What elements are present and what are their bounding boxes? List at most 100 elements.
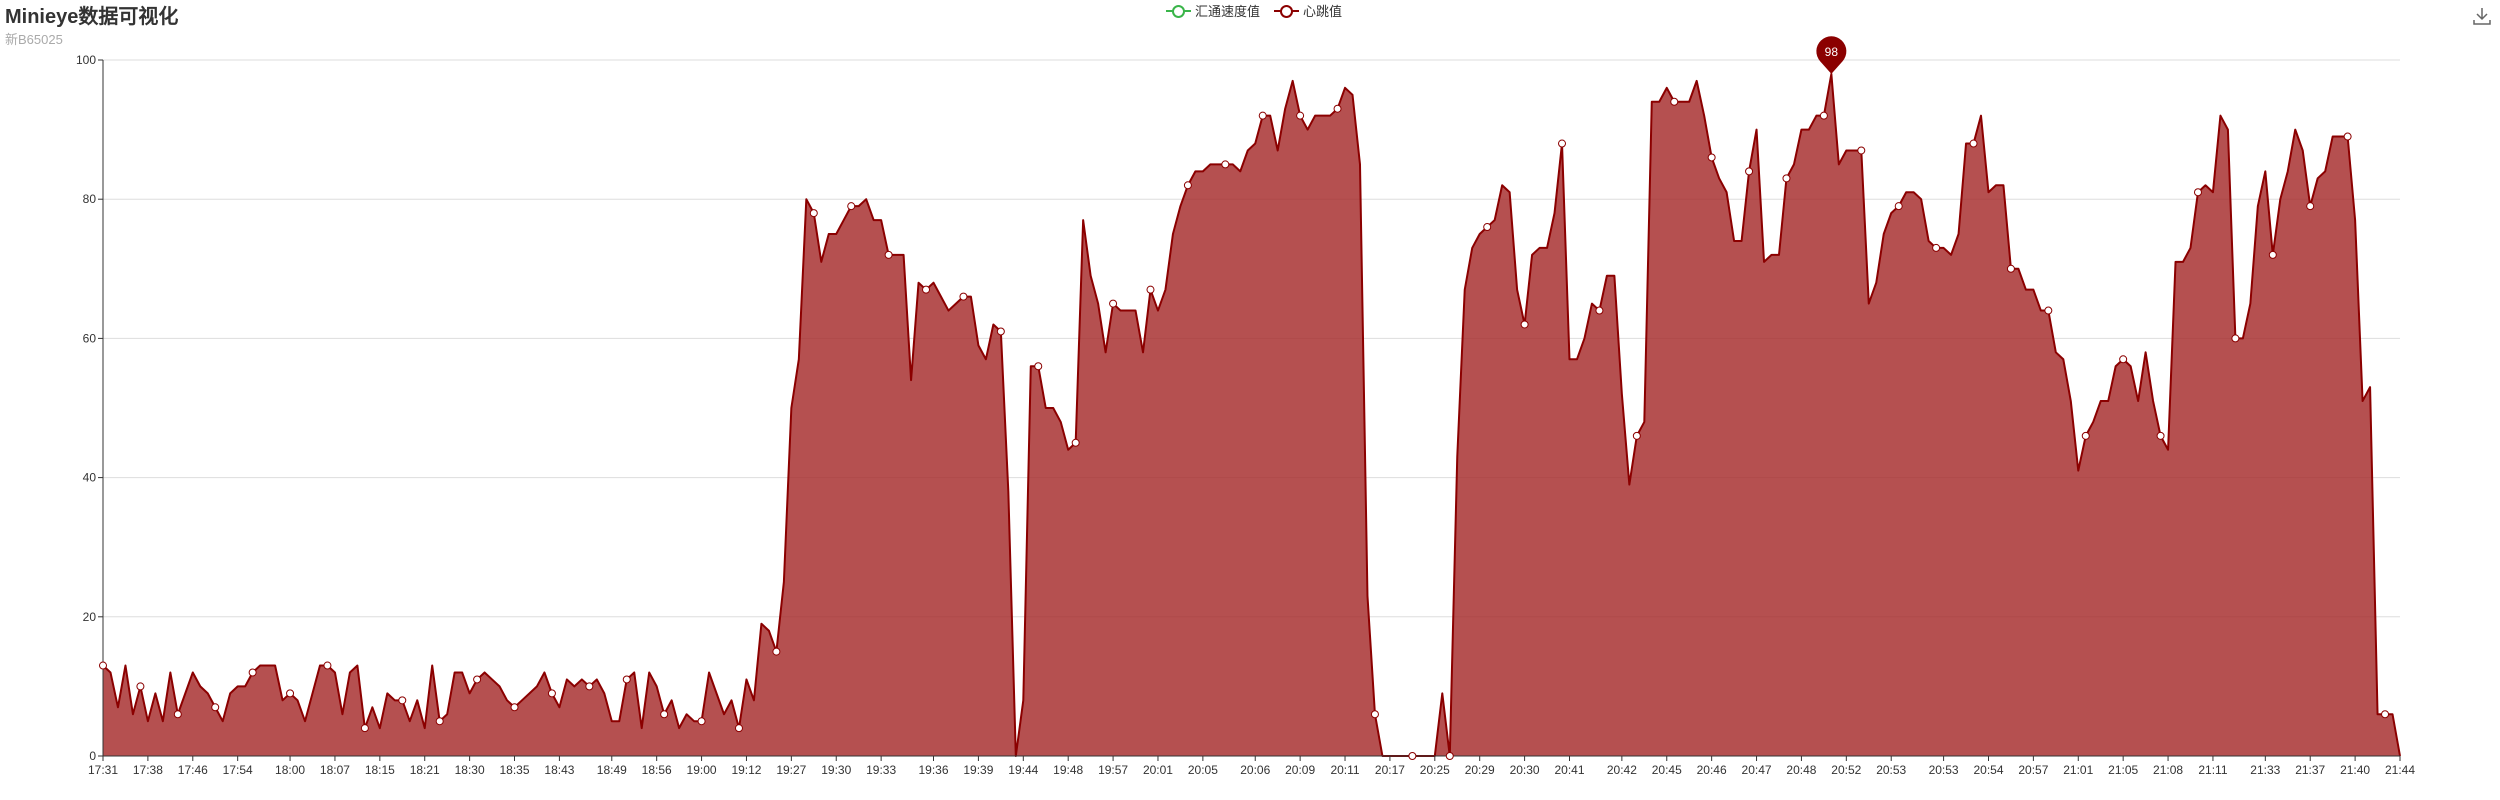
x-tick-label-35: 20:46 xyxy=(1697,763,1727,777)
data-point[interactable] xyxy=(2193,188,2202,197)
data-point[interactable] xyxy=(1034,362,1043,371)
data-point[interactable] xyxy=(1483,223,1492,232)
data-point[interactable] xyxy=(2044,306,2053,315)
x-tick-label-37: 20:48 xyxy=(1786,763,1816,777)
data-point[interactable] xyxy=(1520,320,1529,329)
data-point[interactable] xyxy=(772,647,781,656)
x-tick-label-5: 18:07 xyxy=(320,763,350,777)
data-point[interactable] xyxy=(1071,438,1080,447)
data-point[interactable] xyxy=(510,703,519,712)
y-tick-label-1: 20 xyxy=(83,610,97,624)
x-tick-label-21: 19:48 xyxy=(1053,763,1083,777)
data-point[interactable] xyxy=(996,327,1005,336)
legend-item-series-1[interactable]: 汇通速度值 xyxy=(1166,1,1260,20)
legend: 汇通速度值 心跳值 xyxy=(1166,1,1342,20)
series-2-area xyxy=(103,73,2400,757)
data-point[interactable] xyxy=(622,675,631,684)
data-point[interactable] xyxy=(1707,153,1716,162)
x-tick-label-25: 20:06 xyxy=(1240,763,1270,777)
x-tick-label-30: 20:29 xyxy=(1465,763,1495,777)
data-point[interactable] xyxy=(585,682,594,691)
data-point[interactable] xyxy=(1370,710,1379,719)
data-point[interactable] xyxy=(1857,146,1866,155)
marker-layer: 98 xyxy=(1816,36,1847,74)
x-tick-label-10: 18:43 xyxy=(544,763,574,777)
data-point[interactable] xyxy=(1221,160,1230,169)
data-point[interactable] xyxy=(173,710,182,719)
x-tick-label-14: 19:12 xyxy=(731,763,761,777)
data-point[interactable] xyxy=(1183,181,1192,190)
data-point[interactable] xyxy=(922,285,931,294)
data-point[interactable] xyxy=(1595,306,1604,315)
data-point[interactable] xyxy=(2343,132,2352,141)
x-tick-label-23: 20:01 xyxy=(1143,763,1173,777)
data-point[interactable] xyxy=(547,689,556,698)
data-point[interactable] xyxy=(473,675,482,684)
data-point[interactable] xyxy=(1445,752,1454,760)
data-point[interactable] xyxy=(211,703,220,712)
x-tick-label-16: 19:30 xyxy=(821,763,851,777)
data-point[interactable] xyxy=(360,724,369,733)
data-point[interactable] xyxy=(398,696,407,705)
data-point[interactable] xyxy=(286,689,295,698)
x-tick-label-12: 18:56 xyxy=(642,763,672,777)
data-point[interactable] xyxy=(847,202,856,211)
data-point[interactable] xyxy=(809,209,818,218)
data-point[interactable] xyxy=(2268,250,2277,259)
data-point[interactable] xyxy=(697,717,706,726)
data-point[interactable] xyxy=(1408,752,1417,760)
data-point[interactable] xyxy=(2306,202,2315,211)
data-point[interactable] xyxy=(1109,299,1118,308)
x-tick-label-20: 19:44 xyxy=(1008,763,1038,777)
data-point[interactable] xyxy=(959,292,968,301)
x-tick-label-1: 17:38 xyxy=(133,763,163,777)
data-point[interactable] xyxy=(1296,111,1305,120)
x-tick-label-26: 20:09 xyxy=(1285,763,1315,777)
data-point[interactable] xyxy=(2006,264,2015,273)
data-point[interactable] xyxy=(1745,167,1754,176)
x-tick-label-4: 18:00 xyxy=(275,763,305,777)
y-tick-label-5: 100 xyxy=(76,53,96,67)
data-point[interactable] xyxy=(1819,111,1828,120)
data-point[interactable] xyxy=(248,668,257,677)
x-tick-label-47: 21:33 xyxy=(2250,763,2280,777)
x-tick-label-24: 20:05 xyxy=(1188,763,1218,777)
legend-item-series-2[interactable]: 心跳值 xyxy=(1274,1,1342,20)
data-point[interactable] xyxy=(136,682,145,691)
data-point[interactable] xyxy=(2231,334,2240,343)
data-point[interactable] xyxy=(2081,431,2090,440)
data-point[interactable] xyxy=(734,724,743,733)
y-tick-label-0: 0 xyxy=(89,749,96,763)
data-point[interactable] xyxy=(1932,243,1941,252)
data-point[interactable] xyxy=(2381,710,2390,719)
max-value-marker[interactable] xyxy=(1816,36,1847,74)
save-as-image-button[interactable] xyxy=(2472,6,2492,26)
data-point[interactable] xyxy=(1670,97,1679,106)
legend-swatch-series-2 xyxy=(1274,4,1300,18)
x-tick-label-29: 20:25 xyxy=(1420,763,1450,777)
data-point[interactable] xyxy=(435,717,444,726)
y-tick-label-4: 80 xyxy=(83,192,97,206)
data-point[interactable] xyxy=(884,250,893,259)
data-point[interactable] xyxy=(1969,139,1978,148)
data-point[interactable] xyxy=(323,661,332,670)
x-tick-label-31: 20:30 xyxy=(1510,763,1540,777)
data-point[interactable] xyxy=(1146,285,1155,294)
y-tick-label-2: 40 xyxy=(83,471,97,485)
data-point[interactable] xyxy=(1333,104,1342,113)
x-tick-label-44: 21:05 xyxy=(2108,763,2138,777)
data-point[interactable] xyxy=(1894,202,1903,211)
data-point[interactable] xyxy=(2119,355,2128,364)
data-point[interactable] xyxy=(1258,111,1267,120)
data-point[interactable] xyxy=(1558,139,1567,148)
x-tick-label-43: 21:01 xyxy=(2063,763,2093,777)
data-point[interactable] xyxy=(99,661,107,670)
x-tick-label-27: 20:11 xyxy=(1330,763,1359,777)
data-point[interactable] xyxy=(2156,431,2165,440)
data-point[interactable] xyxy=(1632,431,1641,440)
data-point[interactable] xyxy=(1782,174,1791,183)
x-tick-label-19: 19:39 xyxy=(963,763,993,777)
data-point[interactable] xyxy=(660,710,669,719)
